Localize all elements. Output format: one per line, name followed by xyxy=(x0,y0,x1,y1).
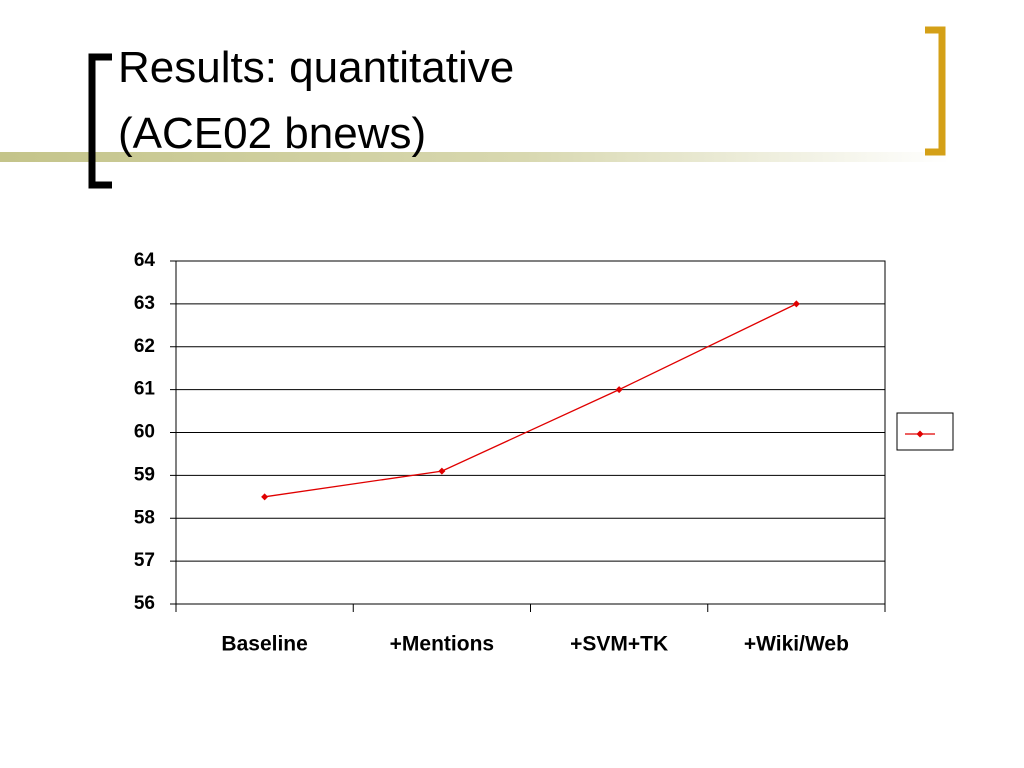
point-marker xyxy=(261,493,269,501)
right-bracket xyxy=(925,26,946,156)
point-marker xyxy=(792,300,800,308)
point-marker xyxy=(438,467,446,475)
y-tick-label: 61 xyxy=(134,379,156,400)
y-tick-label: 58 xyxy=(134,507,155,528)
x-tick-label: +Wiki/Web xyxy=(744,633,849,656)
y-tick-label: 63 xyxy=(134,293,155,314)
y-tick-label: 56 xyxy=(134,593,155,614)
x-tick-label: +Mentions xyxy=(390,633,494,656)
point-marker xyxy=(615,386,623,394)
y-tick-label: 64 xyxy=(134,250,156,271)
x-tick-label: +SVM+TK xyxy=(570,633,668,656)
title-line: Results: quantitative xyxy=(118,43,514,92)
legend-marker xyxy=(916,430,924,438)
header-band xyxy=(0,152,950,162)
y-tick-label: 59 xyxy=(134,464,155,485)
title-line: (ACE02 bnews) xyxy=(118,109,426,158)
y-tick-label: 60 xyxy=(134,422,155,443)
y-tick-label: 62 xyxy=(134,336,155,357)
x-tick-label: Baseline xyxy=(221,633,307,656)
left-bracket xyxy=(88,53,112,189)
legend-box xyxy=(896,412,954,451)
y-tick-label: 57 xyxy=(134,550,155,571)
series-line xyxy=(264,303,797,498)
